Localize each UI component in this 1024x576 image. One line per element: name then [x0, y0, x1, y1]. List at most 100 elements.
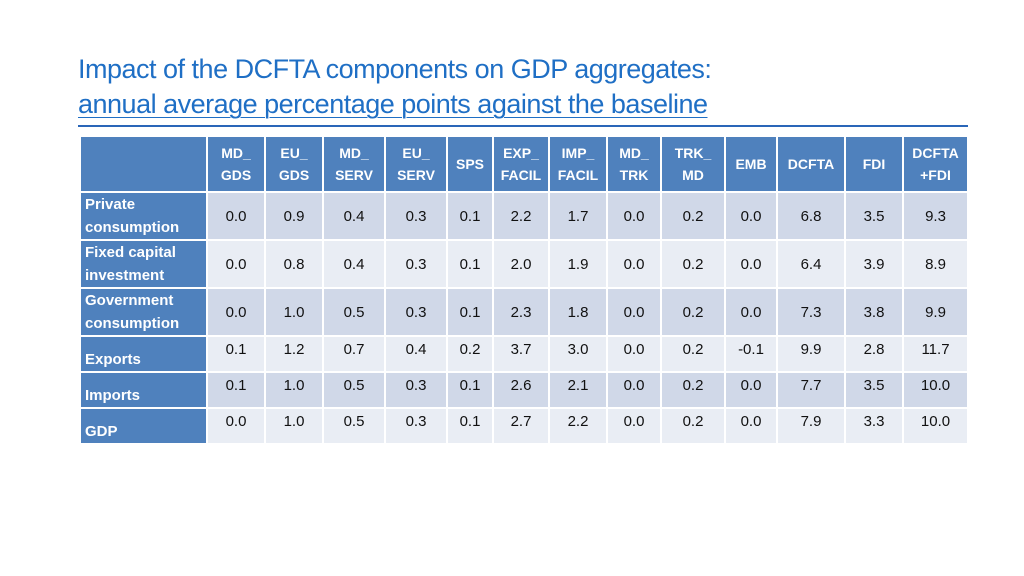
table-cell: 10.0 — [902, 371, 969, 409]
table-cell: 0.1 — [446, 287, 494, 337]
table-cell: 2.2 — [492, 191, 550, 241]
column-header-line: IMP_ — [561, 145, 595, 161]
column-header: DCFTA — [776, 135, 846, 193]
column-header: EU_ GDS — [264, 135, 324, 193]
table-cell: 1.8 — [548, 287, 608, 337]
table-cell: 2.6 — [492, 371, 550, 409]
table-cell: 0.3 — [384, 407, 448, 445]
table-cell: 0.0 — [206, 191, 266, 241]
table-cell: 0.5 — [322, 407, 386, 445]
title-divider — [78, 125, 968, 127]
corner-cell — [79, 135, 208, 193]
table-header-row: MD_ GDS EU_ GDS MD_ SERV EU_ SERV SPS EXP_ FACIL IM… — [79, 135, 969, 193]
table-cell: 3.5 — [844, 371, 904, 409]
table-cell: 9.3 — [902, 191, 969, 241]
column-header-line: FACIL — [557, 167, 599, 183]
table-cell: 0.3 — [384, 287, 448, 337]
table-cell: 0.4 — [322, 239, 386, 289]
table-cell: 0.2 — [446, 335, 494, 373]
table-cell: 3.8 — [844, 287, 904, 337]
column-header-line: +FDI — [920, 167, 951, 183]
column-header: TRK_ MD — [660, 135, 726, 193]
row-header-line: investment — [85, 267, 165, 284]
row-header-line: Imports — [85, 387, 141, 404]
table-cell: 1.7 — [548, 191, 608, 241]
table-cell: 7.9 — [776, 407, 846, 445]
table-cell: 1.0 — [264, 407, 324, 445]
column-header-line: TRK — [619, 167, 649, 183]
table-cell: 0.2 — [660, 335, 726, 373]
table-cell: 0.0 — [606, 335, 662, 373]
column-header-line: EXP_ — [503, 145, 539, 161]
table-cell: 0.0 — [724, 239, 778, 289]
table-cell: 0.1 — [446, 371, 494, 409]
table-cell: 0.2 — [660, 239, 726, 289]
column-header-line: MD_ — [221, 145, 251, 161]
table-cell: -0.1 — [724, 335, 778, 373]
row-header-line: Fixed capital — [85, 244, 176, 261]
column-header: FDI — [844, 135, 904, 193]
column-header-line: SPS — [455, 156, 484, 172]
column-header: EXP_ FACIL — [492, 135, 550, 193]
column-header-line: GDS — [220, 167, 252, 183]
row-header: Fixed capital investment — [79, 239, 208, 289]
row-header: Exports — [79, 335, 208, 373]
column-header-line: SERV — [397, 167, 435, 183]
title-line-1: Impact of the DCFTA components on GDP ag… — [78, 54, 712, 84]
column-header-line: MD — [682, 167, 704, 183]
table-row: Fixed capital investment 0.0 0.8 0.4 0.3 0.1 2.… — [79, 239, 969, 289]
column-header: MD_ SERV — [322, 135, 386, 193]
table-row: Imports 0.1 1.0 0.5 0.3 0.1 2.6 2.1 0.0 0.2 0.0 7.7… — [79, 371, 969, 409]
table-cell: 0.8 — [264, 239, 324, 289]
table-cell: 0.0 — [724, 371, 778, 409]
table-cell: 0.1 — [446, 191, 494, 241]
table-cell: 0.2 — [660, 287, 726, 337]
column-header: EU_ SERV — [384, 135, 448, 193]
row-header-line: Government — [85, 292, 174, 309]
table-cell: 0.2 — [660, 407, 726, 445]
table-row: Government consumption 0.0 1.0 0.5 0.3 0.1 2.3 1… — [79, 287, 969, 337]
table-cell: 0.0 — [606, 407, 662, 445]
table-cell: 0.5 — [322, 287, 386, 337]
table-row: Private consumption 0.0 0.9 0.4 0.3 0.1 2.2 1.7 0… — [79, 191, 969, 241]
table-cell: 0.3 — [384, 191, 448, 241]
table-cell: 0.0 — [724, 191, 778, 241]
row-header: Private consumption — [79, 191, 208, 241]
table-cell: 1.0 — [264, 371, 324, 409]
table-cell: 3.0 — [548, 335, 608, 373]
row-header: GDP — [79, 407, 208, 445]
table-cell: 0.1 — [206, 371, 266, 409]
column-header: DCFTA +FDI — [902, 135, 969, 193]
title-line-2: annual average percentage points against… — [78, 89, 708, 119]
column-header-line: EU_ — [402, 145, 430, 161]
column-header-line: TRK_ — [674, 145, 712, 161]
column-header: SPS — [446, 135, 494, 193]
column-header-line: DCFTA — [787, 156, 835, 172]
table-cell: 0.3 — [384, 239, 448, 289]
table-cell: 0.0 — [724, 407, 778, 445]
column-header-line: SERV — [335, 167, 373, 183]
table-cell: 0.5 — [322, 371, 386, 409]
table-cell: 7.3 — [776, 287, 846, 337]
table-cell: 0.7 — [322, 335, 386, 373]
column-header-line: GDS — [278, 167, 310, 183]
table-cell: 1.2 — [264, 335, 324, 373]
table-cell: 6.8 — [776, 191, 846, 241]
table-cell: 2.8 — [844, 335, 904, 373]
table-cell: 9.9 — [776, 335, 846, 373]
column-header-line: EMB — [735, 156, 767, 172]
table-cell: 0.0 — [606, 371, 662, 409]
table-cell: 3.7 — [492, 335, 550, 373]
row-header: Imports — [79, 371, 208, 409]
column-header-line: FACIL — [500, 167, 542, 183]
table-cell: 3.3 — [844, 407, 904, 445]
table-cell: 3.9 — [844, 239, 904, 289]
table-cell: 0.2 — [660, 191, 726, 241]
table-cell: 10.0 — [902, 407, 969, 445]
table-cell: 0.4 — [384, 335, 448, 373]
column-header-line: MD_ — [339, 145, 369, 161]
table-cell: 8.9 — [902, 239, 969, 289]
table-cell: 0.3 — [384, 371, 448, 409]
table-cell: 9.9 — [902, 287, 969, 337]
row-header-line: Private — [85, 196, 136, 213]
